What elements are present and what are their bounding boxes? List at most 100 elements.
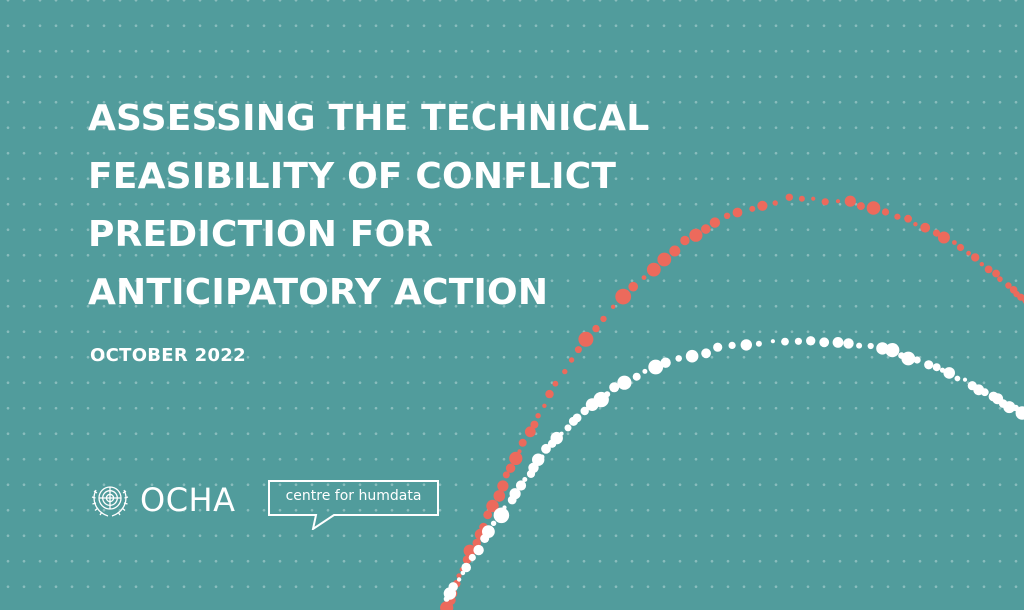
arc-dot [550,431,563,445]
arc-dot [979,262,984,267]
arc-dot [456,573,462,579]
arc-dot [689,228,703,242]
arc-dot [819,337,830,348]
coral-dot-arc [440,193,1024,610]
arc-dot [539,454,545,460]
arc-dot [541,443,551,454]
arc-dot [881,208,890,216]
arc-dot [648,359,664,375]
arc-dot [468,553,476,562]
arc-dot [505,463,516,473]
arc-dot [992,269,1000,278]
arc-dot [924,360,934,370]
arc-dot [502,505,507,510]
arc-dot [913,222,918,227]
arc-dot [781,337,789,346]
arc-dot [856,342,863,349]
arc-dot [937,231,950,244]
arc-dot [675,355,682,362]
arc-dot [456,577,462,582]
arc-dot [646,262,661,277]
title-line: ANTICIPATORY ACTION [88,272,549,313]
arc-dot [835,199,841,204]
arc-dot [522,477,528,482]
arc-dot [562,368,568,375]
arc-dot [785,193,793,201]
arc-dot [552,380,559,387]
arc-dot [473,544,484,556]
arc-dot [497,480,509,492]
arc-dot [856,202,865,211]
arc-dot [545,389,554,399]
arc-dot [572,413,582,423]
arc-dot [463,544,476,557]
arc-dot [971,253,980,262]
white-dot-arc [443,336,1024,602]
arc-dot [723,212,731,219]
arc-dot [493,507,510,524]
arc-dot [509,488,521,500]
arc-dot [564,424,572,432]
arc-dot [628,281,638,292]
arc-dot [483,510,493,520]
arc-dot [604,391,611,398]
arc-dot [732,207,743,218]
ocha-logo: OCHA [88,478,235,522]
report-title: ASSESSING THE TECHNICAL FEASIBILITY OF C… [88,90,649,322]
arc-dot [757,200,768,211]
arc-dot [894,213,901,220]
title-line: ASSESSING THE TECHNICAL [88,98,650,139]
arc-dot [901,351,916,366]
arc-dot [701,224,711,234]
arc-dot [904,214,912,223]
arc-dot [515,480,527,491]
speech-bubble-icon [268,480,439,530]
arc-dot [755,340,762,347]
arc-dot [844,195,856,207]
arc-dot [568,357,575,363]
arc-dot [600,315,607,323]
arc-dot [962,377,968,382]
arc-dot [609,382,620,393]
arc-dot [610,304,616,309]
arc-dot [806,336,816,346]
arc-dot [867,342,874,350]
arc-dot [821,198,829,206]
arc-dot [997,276,1003,282]
arc-dot [490,520,497,526]
arc-dot [642,368,648,374]
arc-dot [493,490,506,502]
arc-dot [740,339,752,351]
arc-dot [641,275,647,280]
title-line: FEASIBILITY OF CONFLICT [88,156,617,197]
arc-dot [1005,282,1012,289]
arc-dot [943,367,955,379]
arc-dot [749,205,756,212]
arc-dot [660,357,671,368]
arc-dot [832,337,844,348]
arc-dot [980,388,989,397]
arc-dot [632,372,641,381]
arc-dot [669,245,681,257]
arc-dot [578,331,594,347]
arc-dot [592,324,600,333]
arc-dot [657,252,672,267]
arc-dot [966,250,971,256]
title-line: PREDICTION FOR [88,214,434,255]
arc-dot [580,406,589,416]
arc-dot [615,288,632,305]
arc-dot [843,338,854,349]
arc-dot [954,375,961,382]
arc-dot [772,200,778,206]
arc-dot [1003,401,1016,414]
centre-for-humdata-logo: centre for humdata [268,480,439,530]
arc-dot [517,449,522,454]
arc-dot [956,243,965,252]
arc-dot [461,562,472,573]
humdata-wordmark: centre for humdata [285,488,422,504]
arc-dot [502,471,510,479]
arc-dot [811,196,816,201]
arc-dot [798,195,805,202]
arc-dot [680,235,690,246]
